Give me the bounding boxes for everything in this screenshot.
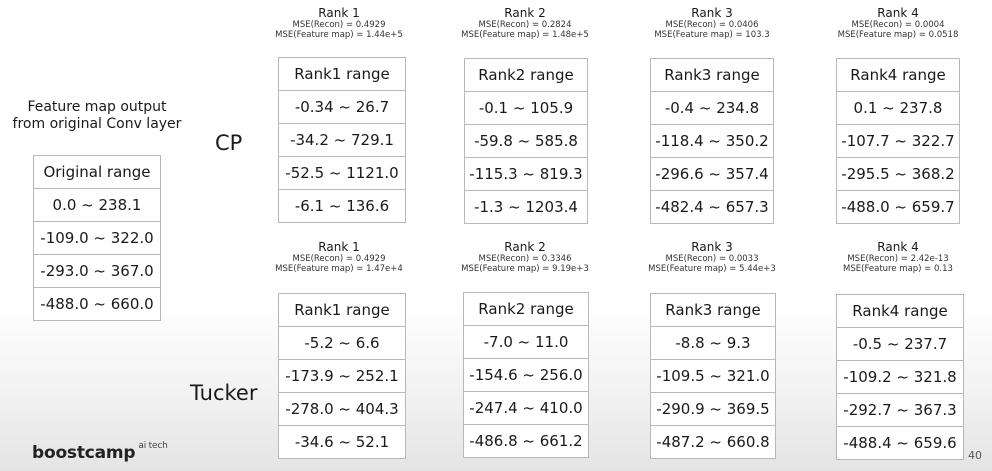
original-caption: Feature map output from original Conv la… [8,99,186,133]
cp-rank3-table: Rank3 range -0.4 ~ 234.8 -118.4 ~ 350.2 … [650,58,774,224]
table-header: Rank4 range [850,66,946,84]
range-cell: -173.9 ~ 252.1 [279,359,405,392]
rank-title: Rank 4 [877,240,919,254]
logo-superscript: ai tech [138,441,168,451]
range-cell: -8.8 ~ 9.3 [651,326,775,359]
range-cell: -290.9 ~ 369.5 [651,392,775,425]
range-cell: -52.5 ~ 1121.0 [279,156,405,189]
range-cell: -486.8 ~ 661.2 [464,424,588,457]
mse-recon: MSE(Recon) = 2.42e-13 [847,254,949,264]
rank-title: Rank 1 [318,6,360,20]
tucker-rank3-table: Rank3 range -8.8 ~ 9.3 -109.5 ~ 321.0 -2… [650,293,776,459]
range-cell: -154.6 ~ 256.0 [464,358,588,391]
rank-title: Rank 3 [691,240,733,254]
mse-feature-map: MSE(Feature map) = 0.13 [843,264,953,274]
tucker-rank3-header: Rank 3 MSE(Recon) = 0.0033 MSE(Feature m… [612,240,812,275]
range-cell: -1.3 ~ 1203.4 [465,190,587,223]
original-caption-line2: from original Conv layer [12,116,182,132]
mse-feature-map: MSE(Feature map) = 1.47e+4 [275,264,403,274]
page-number: 40 [968,449,982,462]
rank-title: Rank 2 [504,6,546,20]
range-cell: -278.0 ~ 404.3 [279,392,405,425]
rank-title: Rank 3 [691,6,733,20]
range-cell: -118.4 ~ 350.2 [651,124,773,157]
range-cell: -34.2 ~ 729.1 [279,123,405,156]
mse-recon: MSE(Recon) = 0.0004 [851,20,945,30]
range-cell: -5.2 ~ 6.6 [279,326,405,359]
cp-rank4-table: Rank4 range 0.1 ~ 237.8 -107.7 ~ 322.7 -… [836,58,960,224]
range-cell: -0.4 ~ 234.8 [651,91,773,124]
range-cell: -59.8 ~ 585.8 [465,124,587,157]
mse-feature-map: MSE(Feature map) = 1.44e+5 [275,30,403,40]
tucker-rank4-table: Rank4 range -0.5 ~ 237.7 -109.2 ~ 321.8 … [836,294,964,460]
tucker-rank2-header: Rank 2 MSE(Recon) = 0.3346 MSE(Feature m… [425,240,625,275]
mse-recon: MSE(Recon) = 0.0033 [665,254,759,264]
mse-recon: MSE(Recon) = 0.3346 [478,254,572,264]
mse-recon: MSE(Recon) = 0.2824 [478,20,572,30]
table-header: Rank3 range [664,66,760,84]
mse-feature-map: MSE(Feature map) = 103.3 [654,30,770,40]
original-caption-line1: Feature map output [27,99,167,115]
mse-recon: MSE(Recon) = 0.4929 [292,254,386,264]
range-cell: -34.6 ~ 52.1 [279,425,405,458]
logo-text: boostcamp [32,443,136,463]
boostcamp-logo: boostcamp ai tech [32,441,168,463]
cp-rank3-header: Rank 3 MSE(Recon) = 0.0406 MSE(Feature m… [612,6,812,41]
original-range-cell: -293.0 ~ 367.0 [34,254,160,287]
cp-label: CP [215,131,243,155]
cp-rank2-header: Rank 2 MSE(Recon) = 0.2824 MSE(Feature m… [425,6,625,41]
table-header: Rank1 range [294,65,390,83]
mse-feature-map: MSE(Feature map) = 5.44e+3 [648,264,776,274]
rank-title: Rank 1 [318,240,360,254]
range-cell: -296.6 ~ 357.4 [651,157,773,190]
cp-rank1-table: Rank1 range -0.34 ~ 26.7 -34.2 ~ 729.1 -… [278,57,406,223]
table-header: Rank4 range [852,302,948,320]
range-cell: -7.0 ~ 11.0 [464,325,588,358]
original-range-cell: -488.0 ~ 660.0 [34,287,160,320]
range-cell: -482.4 ~ 657.3 [651,190,773,223]
range-cell: -295.5 ~ 368.2 [837,157,959,190]
range-cell: -292.7 ~ 367.3 [837,393,963,426]
range-cell: 0.1 ~ 237.8 [837,91,959,124]
tucker-rank4-header: Rank 4 MSE(Recon) = 2.42e-13 MSE(Feature… [798,240,992,275]
cp-rank4-header: Rank 4 MSE(Recon) = 0.0004 MSE(Feature m… [798,6,992,41]
rank-title: Rank 2 [504,240,546,254]
range-cell: -109.5 ~ 321.0 [651,359,775,392]
range-cell: -6.1 ~ 136.6 [279,189,405,222]
range-cell: -115.3 ~ 819.3 [465,157,587,190]
range-cell: -109.2 ~ 321.8 [837,360,963,393]
mse-recon: MSE(Recon) = 0.4929 [292,20,386,30]
rank-title: Rank 4 [877,6,919,20]
original-range-cell: 0.0 ~ 238.1 [34,188,160,221]
mse-feature-map: MSE(Feature map) = 9.19e+3 [461,264,589,274]
original-range-table: Original range 0.0 ~ 238.1 -109.0 ~ 322.… [33,155,161,321]
tucker-rank1-header: Rank 1 MSE(Recon) = 0.4929 MSE(Feature m… [239,240,439,275]
range-cell: -247.4 ~ 410.0 [464,391,588,424]
table-header: Rank3 range [665,301,761,319]
table-header: Rank1 range [294,301,390,319]
mse-feature-map: MSE(Feature map) = 1.48e+5 [461,30,589,40]
mse-recon: MSE(Recon) = 0.0406 [665,20,759,30]
tucker-label: Tucker [190,381,258,405]
cp-rank2-table: Rank2 range -0.1 ~ 105.9 -59.8 ~ 585.8 -… [464,58,588,224]
original-range-cell: -109.0 ~ 322.0 [34,221,160,254]
tucker-rank1-table: Rank1 range -5.2 ~ 6.6 -173.9 ~ 252.1 -2… [278,293,406,459]
tucker-rank2-table: Rank2 range -7.0 ~ 11.0 -154.6 ~ 256.0 -… [463,292,589,458]
original-range-header: Original range [43,163,151,181]
range-cell: -0.34 ~ 26.7 [279,90,405,123]
range-cell: -0.1 ~ 105.9 [465,91,587,124]
range-cell: -488.4 ~ 659.6 [837,426,963,459]
range-cell: -488.0 ~ 659.7 [837,190,959,223]
range-cell: -107.7 ~ 322.7 [837,124,959,157]
table-header: Rank2 range [478,300,574,318]
range-cell: -0.5 ~ 237.7 [837,327,963,360]
cp-rank1-header: Rank 1 MSE(Recon) = 0.4929 MSE(Feature m… [239,6,439,41]
range-cell: -487.2 ~ 660.8 [651,425,775,458]
mse-feature-map: MSE(Feature map) = 0.0518 [837,30,959,40]
table-header: Rank2 range [478,66,574,84]
